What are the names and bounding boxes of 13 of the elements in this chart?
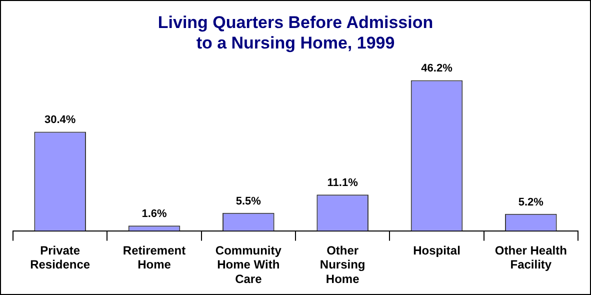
x-tick-label: Private Residence bbox=[30, 243, 90, 272]
data-label: 30.4% bbox=[44, 114, 76, 126]
x-tick-label: Hospital bbox=[413, 243, 460, 258]
x-tick-label: Other Nursing Home bbox=[320, 243, 366, 286]
data-label: 11.1% bbox=[327, 177, 358, 190]
x-tick-label: Retirement Home bbox=[122, 243, 186, 272]
x-tick-label: Other Health Facility bbox=[494, 243, 567, 272]
x-tick-label: Community Home With Care bbox=[215, 243, 282, 286]
data-label: 5.2% bbox=[518, 196, 544, 208]
data-label: 46.2% bbox=[421, 62, 453, 75]
data-label: 5.5% bbox=[236, 195, 262, 208]
chart-title: Living Quarters Before Admission to a Nursing Home, 1999 bbox=[158, 12, 434, 52]
data-label: 1.6% bbox=[142, 208, 167, 220]
